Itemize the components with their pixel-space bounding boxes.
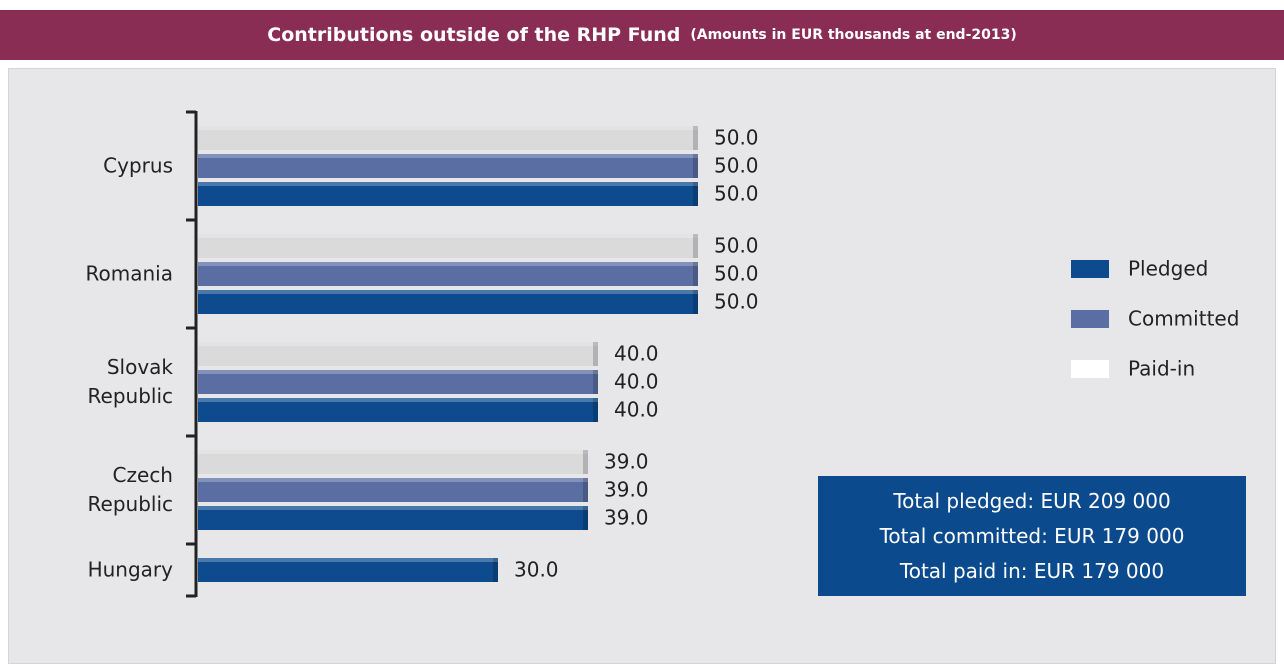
bar-cap xyxy=(693,290,698,314)
data-label: 50.0 xyxy=(714,126,759,150)
category-label: Slovak Republic xyxy=(87,355,173,408)
bar-highlight xyxy=(198,342,598,346)
data-label: 50.0 xyxy=(714,290,759,314)
data-label: 30.0 xyxy=(514,558,559,582)
bar-cap xyxy=(693,262,698,286)
data-label: 50.0 xyxy=(714,262,759,286)
chart-title: Contributions outside of the RHP Fund xyxy=(267,24,681,46)
category-label: Czech Republic xyxy=(87,463,173,516)
bar-cap xyxy=(693,234,698,258)
bar xyxy=(198,478,588,502)
bar-highlight xyxy=(198,398,598,402)
legend-swatch xyxy=(1071,310,1109,328)
data-label: 40.0 xyxy=(614,342,659,366)
data-label: 39.0 xyxy=(604,506,649,530)
legend-label: Paid-in xyxy=(1128,357,1195,381)
annotation: Total pledged: EUR 209 000 xyxy=(893,488,1171,513)
bar xyxy=(198,154,698,178)
annotation: Total paid in: EUR 179 000 xyxy=(899,558,1165,583)
bar-highlight xyxy=(198,450,588,454)
legend-label: Pledged xyxy=(1128,257,1208,281)
legend-swatch xyxy=(1071,360,1109,378)
bar-highlight xyxy=(198,290,698,294)
bar-cap xyxy=(593,398,598,422)
bar xyxy=(198,506,588,530)
bar xyxy=(198,370,598,394)
category-label: Romania xyxy=(85,261,173,286)
bar-cap xyxy=(693,182,698,206)
bar xyxy=(198,126,698,150)
bar xyxy=(198,290,698,314)
data-label: 39.0 xyxy=(604,450,649,474)
legend-label: Committed xyxy=(1128,307,1239,331)
bar-cap xyxy=(493,558,498,582)
bar-highlight xyxy=(198,234,698,238)
category-label: Cyprus xyxy=(103,153,173,178)
data-label: 50.0 xyxy=(714,234,759,258)
bar-highlight xyxy=(198,370,598,374)
bar xyxy=(198,342,598,366)
bar-cap xyxy=(593,370,598,394)
bar-highlight xyxy=(198,506,588,510)
data-label: 50.0 xyxy=(714,182,759,206)
data-label: 39.0 xyxy=(604,478,649,502)
data-label: 50.0 xyxy=(714,154,759,178)
bar xyxy=(198,182,698,206)
bar-highlight xyxy=(198,126,698,130)
bar xyxy=(198,234,698,258)
bar-cap xyxy=(583,478,588,502)
bar-cap xyxy=(593,342,598,366)
annotation: Total committed: EUR 179 000 xyxy=(879,523,1185,548)
bar xyxy=(198,262,698,286)
bar-highlight xyxy=(198,478,588,482)
bar xyxy=(198,450,588,474)
category-label: Hungary xyxy=(87,557,173,582)
totals-box: Total pledged: EUR 209 000 Total committe… xyxy=(818,476,1246,596)
bar-highlight xyxy=(198,154,698,158)
data-label: 40.0 xyxy=(614,370,659,394)
bar-highlight xyxy=(198,558,498,562)
bar-cap xyxy=(693,126,698,150)
bar-cap xyxy=(693,154,698,178)
bar-cap xyxy=(583,450,588,474)
bar-highlight xyxy=(198,262,698,266)
bar-highlight xyxy=(198,182,698,186)
header: Contributions outside of the RHP Fund (A… xyxy=(0,10,1284,60)
chart-subtitle: (Amounts in EUR thousands at end-2013) xyxy=(690,27,1017,43)
bar-cap xyxy=(583,506,588,530)
bar xyxy=(198,398,598,422)
data-label: 40.0 xyxy=(614,398,659,422)
legend-swatch xyxy=(1071,260,1109,278)
bar xyxy=(198,558,498,582)
